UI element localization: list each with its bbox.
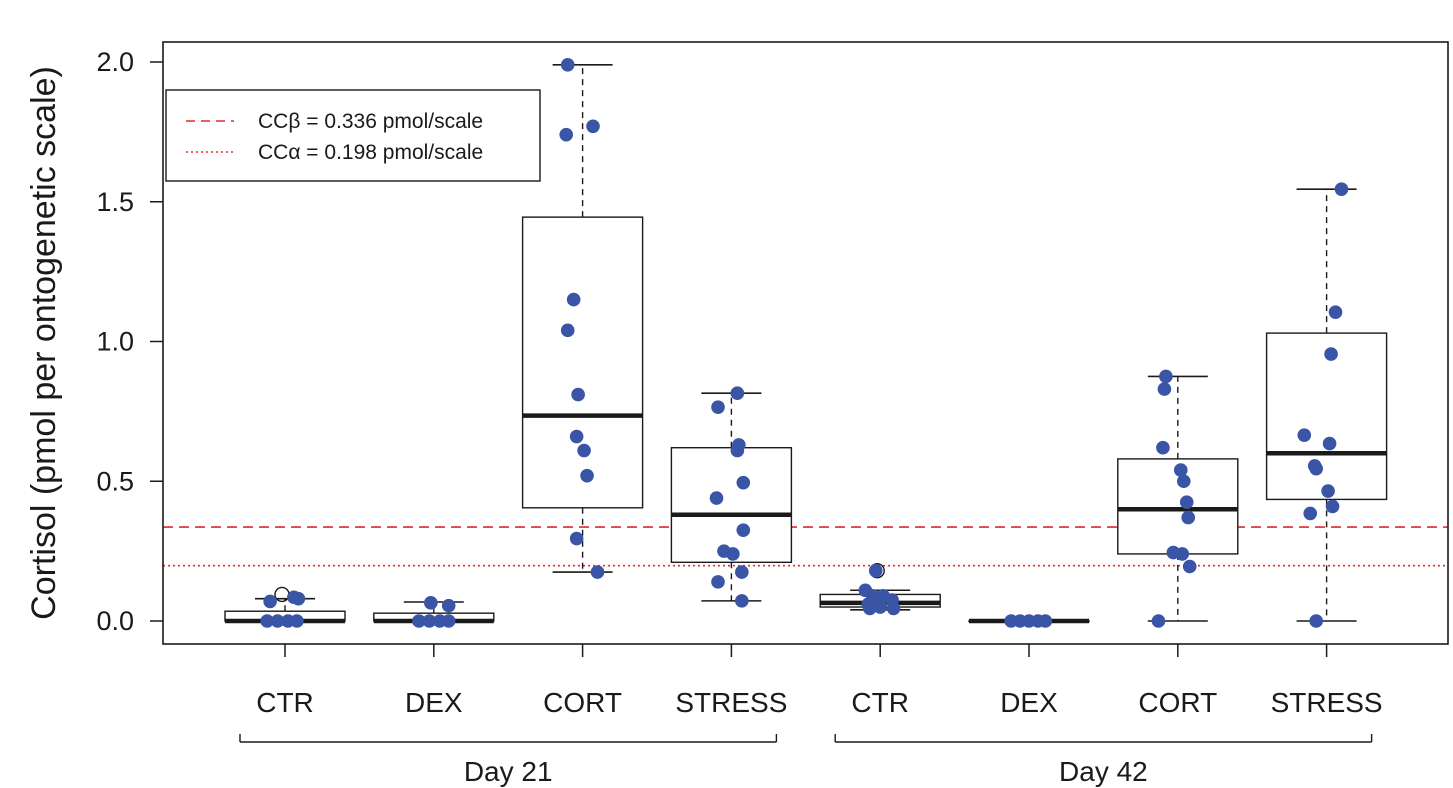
data-point <box>873 600 887 614</box>
data-point <box>711 400 725 414</box>
data-point <box>868 563 883 578</box>
data-point <box>730 386 745 401</box>
box-4 <box>670 392 793 602</box>
data-point <box>862 601 877 616</box>
y-axis-label: Cortisol (pmol per ontogenetic scale) <box>25 66 63 620</box>
plot-frame <box>162 41 1449 645</box>
data-point <box>1325 499 1340 514</box>
y-tick-label: 2.0 <box>96 47 134 77</box>
data-point <box>441 614 456 628</box>
data-point <box>571 387 585 402</box>
data-point <box>586 119 600 134</box>
box-7 <box>1117 375 1239 622</box>
data-point <box>1173 463 1188 477</box>
data-point <box>569 531 584 546</box>
y-tick-label: 0.5 <box>96 466 134 496</box>
box-iqr <box>1265 332 1388 501</box>
legend-box <box>165 89 541 182</box>
data-point <box>559 127 574 142</box>
legend: CCβ = 0.336 pmol/scale CCα = 0.198 pmol/… <box>165 89 541 182</box>
data-point <box>270 614 285 628</box>
data-point <box>1309 614 1323 628</box>
data-points <box>260 57 1349 628</box>
y-tick-label: 0.0 <box>96 606 134 636</box>
legend-label-ccbeta: CCβ = 0.336 pmol/scale <box>258 110 483 133</box>
y-tick-label: 1.5 <box>96 187 134 217</box>
y-tick-label: 1.0 <box>96 327 134 357</box>
data-point <box>291 591 306 606</box>
data-point <box>577 443 591 458</box>
data-point <box>569 429 584 444</box>
data-point <box>886 601 901 616</box>
data-point <box>1038 614 1053 628</box>
data-point <box>1179 495 1194 510</box>
data-point <box>1181 510 1196 525</box>
data-point <box>263 594 277 609</box>
data-point <box>441 598 456 613</box>
data-point <box>735 594 749 608</box>
data-point <box>590 565 605 579</box>
data-point <box>736 475 751 490</box>
data-point <box>1322 436 1337 451</box>
data-point <box>1175 547 1190 561</box>
x-tick-label: CORT <box>543 687 622 718</box>
data-point <box>260 614 274 628</box>
data-point <box>566 292 581 307</box>
data-point <box>726 547 740 561</box>
data-point <box>1309 461 1323 476</box>
box-3 <box>521 63 644 573</box>
legend-label-ccalpha: CCα = 0.198 pmol/scale <box>258 141 483 164</box>
x-tick-label: DEX <box>405 687 463 718</box>
data-point <box>290 614 304 628</box>
box-iqr <box>670 447 793 564</box>
reference-lines <box>163 526 1448 567</box>
x-tick-label: CTR <box>851 687 909 718</box>
y-axis: 0.0 0.5 1.0 1.5 2.0 <box>96 47 163 636</box>
data-point <box>1159 369 1173 384</box>
data-point <box>560 57 575 72</box>
group-brackets: Day 21 Day 42 <box>239 734 1373 787</box>
data-point <box>412 614 426 628</box>
data-point <box>1297 428 1312 442</box>
data-point <box>735 565 749 579</box>
data-point <box>1334 182 1349 196</box>
x-axis: CTR DEX CORT STRESS CTR DEX CORT STRESS <box>256 644 1383 718</box>
data-point <box>1156 440 1170 455</box>
data-point <box>736 523 751 537</box>
x-tick-label: CORT <box>1138 687 1217 718</box>
data-point <box>424 596 438 610</box>
box-8 <box>1265 188 1388 622</box>
data-point <box>1321 484 1335 498</box>
x-tick-label: STRESS <box>675 687 787 718</box>
group-label: Day 21 <box>464 756 553 787</box>
data-point <box>1303 506 1318 521</box>
x-tick-label: STRESS <box>1271 687 1383 718</box>
x-tick-label: DEX <box>1000 687 1058 718</box>
data-point <box>1151 614 1166 628</box>
data-point <box>422 614 437 628</box>
data-point <box>1328 305 1343 319</box>
group-label: Day 42 <box>1059 756 1148 787</box>
data-point <box>709 491 724 505</box>
data-point <box>1324 347 1338 361</box>
data-point <box>711 575 725 589</box>
box-iqr <box>521 216 644 509</box>
data-point <box>730 443 745 458</box>
data-point <box>580 468 594 483</box>
data-point <box>560 323 575 338</box>
x-tick-label: CTR <box>256 687 314 718</box>
boxes <box>224 63 1388 624</box>
data-point <box>1157 382 1172 396</box>
data-point <box>1176 474 1191 489</box>
data-point <box>1182 559 1197 574</box>
